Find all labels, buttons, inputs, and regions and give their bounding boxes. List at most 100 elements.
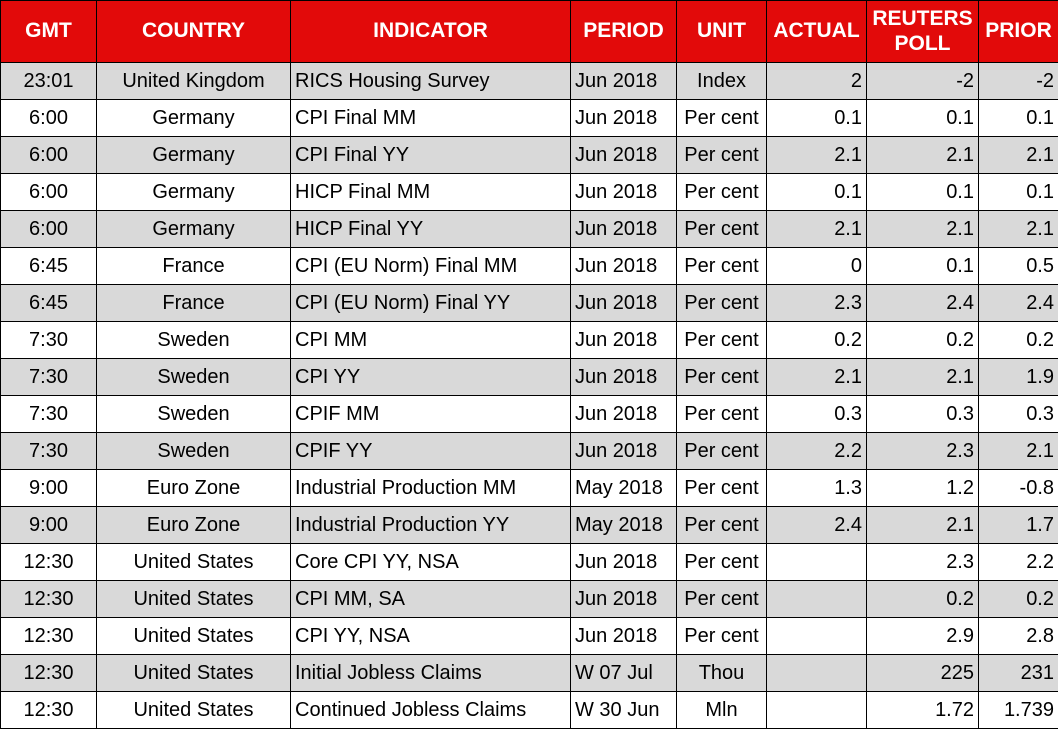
period-cell: May 2018	[571, 507, 677, 544]
actual-cell	[767, 692, 867, 729]
prior-cell: 0.1	[979, 100, 1058, 137]
prior-cell: 231	[979, 655, 1058, 692]
period-cell: Jun 2018	[571, 359, 677, 396]
indicator-cell: CPI MM, SA	[291, 581, 571, 618]
period-cell: Jun 2018	[571, 322, 677, 359]
unit-cell: Per cent	[677, 211, 767, 248]
unit-cell: Mln	[677, 692, 767, 729]
reuters-poll-cell: 1.72	[867, 692, 979, 729]
unit-cell: Per cent	[677, 581, 767, 618]
unit-cell: Per cent	[677, 544, 767, 581]
prior-cell: -2	[979, 63, 1058, 100]
reuters-poll-cell: 0.1	[867, 100, 979, 137]
country-cell: Sweden	[97, 433, 291, 470]
reuters-poll-cell: 0.3	[867, 396, 979, 433]
actual-cell: 2.1	[767, 359, 867, 396]
reuters-poll-cell: 0.2	[867, 581, 979, 618]
gmt-cell: 7:30	[1, 433, 97, 470]
reuters-poll-cell: 0.2	[867, 322, 979, 359]
actual-cell: 0	[767, 248, 867, 285]
indicator-cell: RICS Housing Survey	[291, 63, 571, 100]
indicator-cell: CPI YY	[291, 359, 571, 396]
header-cell: REUTERS POLL	[867, 1, 979, 63]
country-cell: Germany	[97, 174, 291, 211]
prior-cell: 2.1	[979, 211, 1058, 248]
unit-cell: Per cent	[677, 322, 767, 359]
gmt-cell: 7:30	[1, 396, 97, 433]
actual-cell: 1.3	[767, 470, 867, 507]
unit-cell: Index	[677, 63, 767, 100]
period-cell: Jun 2018	[571, 433, 677, 470]
indicator-cell: Core CPI YY, NSA	[291, 544, 571, 581]
country-cell: Euro Zone	[97, 507, 291, 544]
header-cell: ACTUAL	[767, 1, 867, 63]
period-cell: W 07 Jul	[571, 655, 677, 692]
prior-cell: 2.2	[979, 544, 1058, 581]
prior-cell: 0.2	[979, 322, 1058, 359]
prior-cell: 0.1	[979, 174, 1058, 211]
prior-cell: 2.1	[979, 433, 1058, 470]
reuters-poll-cell: 2.4	[867, 285, 979, 322]
actual-cell: 0.1	[767, 174, 867, 211]
country-cell: United States	[97, 618, 291, 655]
indicator-cell: CPI (EU Norm) Final YY	[291, 285, 571, 322]
country-cell: United States	[97, 692, 291, 729]
prior-cell: 1.739	[979, 692, 1058, 729]
period-cell: May 2018	[571, 470, 677, 507]
actual-cell: 0.1	[767, 100, 867, 137]
header-cell: GMT	[1, 1, 97, 63]
reuters-poll-cell: 2.1	[867, 137, 979, 174]
gmt-cell: 9:00	[1, 507, 97, 544]
prior-cell: 0.3	[979, 396, 1058, 433]
unit-cell: Per cent	[677, 100, 767, 137]
indicator-cell: CPIF MM	[291, 396, 571, 433]
reuters-poll-cell: 225	[867, 655, 979, 692]
period-cell: Jun 2018	[571, 137, 677, 174]
unit-cell: Per cent	[677, 433, 767, 470]
unit-cell: Per cent	[677, 359, 767, 396]
prior-cell: 2.1	[979, 137, 1058, 174]
indicator-cell: Industrial Production YY	[291, 507, 571, 544]
indicator-cell: HICP Final YY	[291, 211, 571, 248]
gmt-cell: 23:01	[1, 63, 97, 100]
unit-cell: Thou	[677, 655, 767, 692]
reuters-poll-cell: 2.1	[867, 507, 979, 544]
gmt-cell: 6:00	[1, 211, 97, 248]
actual-cell	[767, 544, 867, 581]
country-cell: France	[97, 285, 291, 322]
period-cell: Jun 2018	[571, 63, 677, 100]
gmt-cell: 12:30	[1, 544, 97, 581]
actual-cell	[767, 581, 867, 618]
period-cell: Jun 2018	[571, 544, 677, 581]
gmt-cell: 6:45	[1, 248, 97, 285]
country-cell: Sweden	[97, 396, 291, 433]
unit-cell: Per cent	[677, 507, 767, 544]
indicator-cell: CPI MM	[291, 322, 571, 359]
reuters-poll-cell: 2.9	[867, 618, 979, 655]
unit-cell: Per cent	[677, 285, 767, 322]
prior-cell: -0.8	[979, 470, 1058, 507]
gmt-cell: 12:30	[1, 692, 97, 729]
country-cell: Germany	[97, 211, 291, 248]
gmt-cell: 7:30	[1, 359, 97, 396]
country-cell: United States	[97, 655, 291, 692]
actual-cell: 2	[767, 63, 867, 100]
header-cell: COUNTRY	[97, 1, 291, 63]
indicator-cell: Initial Jobless Claims	[291, 655, 571, 692]
reuters-poll-cell: -2	[867, 63, 979, 100]
actual-cell: 2.1	[767, 211, 867, 248]
unit-cell: Per cent	[677, 248, 767, 285]
indicator-cell: CPI Final MM	[291, 100, 571, 137]
